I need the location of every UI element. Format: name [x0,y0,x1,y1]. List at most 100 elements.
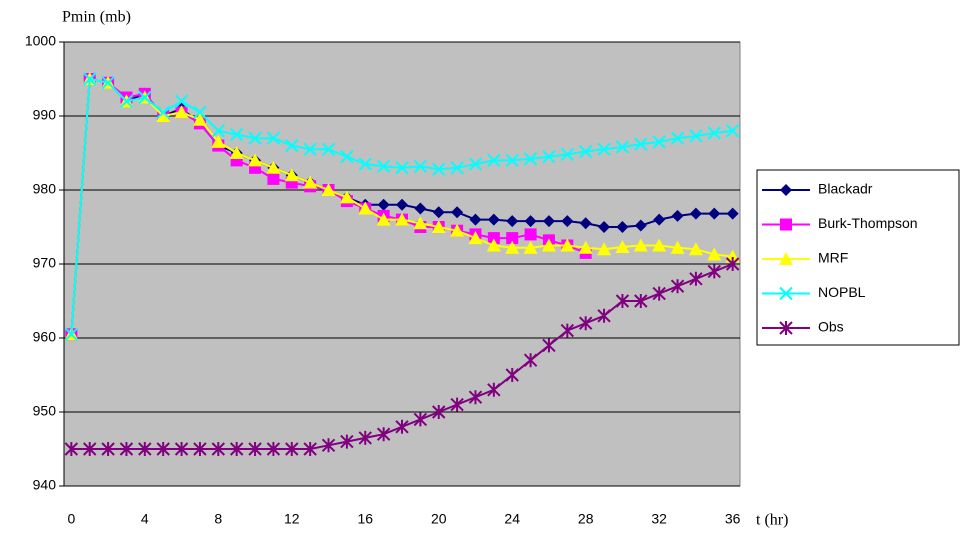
marker [358,430,372,445]
marker [303,175,318,189]
marker [578,316,593,331]
x-tick-label: 8 [214,511,222,527]
marker [689,271,703,286]
marker [487,153,501,168]
x-tick-label: 32 [651,511,667,527]
marker [468,390,483,405]
marker [432,206,445,219]
marker [284,168,299,182]
marker [451,206,464,219]
marker [707,247,722,261]
marker [340,434,354,449]
marker [432,162,446,176]
marker [193,105,207,120]
marker [506,232,519,245]
marker [670,279,685,294]
marker [578,144,593,159]
marker [395,419,409,434]
marker [652,286,666,301]
marker [726,207,739,220]
marker [321,438,336,453]
marker [266,131,281,145]
x-tick-label: 16 [357,511,373,527]
marker [395,212,409,226]
marker [156,105,170,120]
marker [248,153,263,167]
y-tick-label: 940 [33,477,57,493]
marker [340,149,354,164]
marker [174,105,189,119]
marker [707,264,721,279]
marker [321,142,336,157]
marker [192,112,207,126]
legend-box [756,169,960,346]
marker [670,131,685,145]
marker [561,215,574,228]
marker [266,442,281,456]
marker [541,238,556,252]
y-tick-label: 970 [33,255,57,271]
y-tick-label: 990 [33,107,57,123]
marker [450,161,464,175]
marker [578,240,593,254]
marker [523,240,538,254]
marker [560,147,575,162]
x-axis-label: t (hr) [756,512,788,529]
marker [174,442,189,456]
marker [523,152,538,166]
x-tick-label: 28 [578,511,594,527]
marker [396,198,408,211]
marker [376,427,391,442]
marker [597,242,612,256]
marker [358,201,373,215]
marker [101,442,115,456]
y-tick-label: 1000 [25,33,56,49]
legend-label: NOPBL [818,284,866,300]
marker [505,153,519,168]
marker [468,157,483,171]
marker [598,221,611,233]
marker [707,126,721,140]
marker [542,215,555,228]
legend-marker [779,321,793,335]
y-tick-label: 960 [33,329,57,345]
marker [339,190,354,204]
marker [468,231,483,245]
marker [616,221,629,233]
legend-label: Blackadr [818,181,873,197]
marker [560,238,575,252]
marker [156,109,171,122]
marker [413,216,428,230]
marker [524,215,537,228]
marker [119,94,134,108]
marker [450,397,464,412]
marker [229,127,244,142]
marker [266,160,281,174]
marker [450,223,465,237]
marker [486,238,501,252]
marker [652,135,666,149]
marker [376,212,391,226]
x-tick-label: 0 [67,511,75,527]
marker [156,442,170,456]
marker [708,207,721,220]
marker [615,294,630,308]
x-tick-label: 36 [725,511,741,527]
marker [505,240,520,254]
legend-marker [779,286,793,301]
marker [414,202,427,215]
legend-marker [779,252,793,265]
marker [229,146,244,159]
marker [597,308,611,323]
marker [229,442,244,456]
marker [248,442,262,456]
marker [83,442,97,456]
marker [542,338,556,353]
marker [634,219,647,232]
marker [377,198,390,211]
marker [303,442,317,456]
marker [174,94,189,108]
marker [542,149,556,164]
marker [671,209,684,222]
